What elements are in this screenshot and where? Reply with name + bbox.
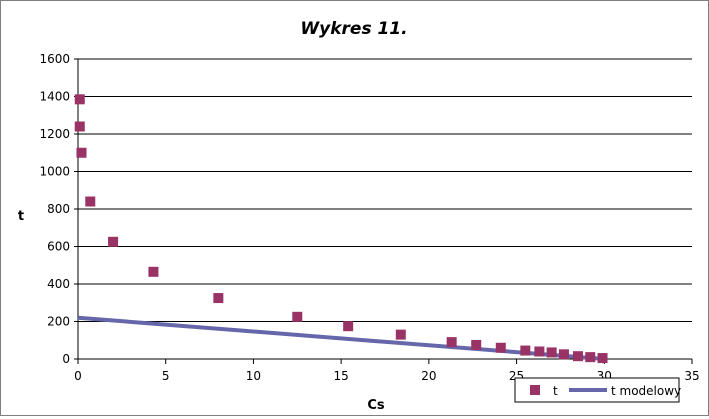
y-tick-label: 0 xyxy=(62,352,70,366)
x-tick-label: 5 xyxy=(162,369,170,383)
data-point-t xyxy=(585,352,596,363)
data-point-t xyxy=(471,339,482,350)
data-point-t xyxy=(148,266,159,277)
legend-label-t-modelowy: t modelowy xyxy=(611,384,681,398)
legend-label-t: t xyxy=(553,384,558,398)
data-point-t xyxy=(597,353,608,364)
data-point-t xyxy=(213,293,224,304)
y-tick-label: 1400 xyxy=(39,90,70,104)
y-tick-label: 600 xyxy=(47,240,70,254)
data-point-t xyxy=(76,147,87,158)
legend-marker-t xyxy=(530,385,540,395)
x-axis-label: Cs xyxy=(367,398,385,413)
x-tick-label: 20 xyxy=(421,369,436,383)
legend: t t modelowy xyxy=(514,377,681,403)
data-point-t xyxy=(74,94,85,105)
series-line-t-modelowy xyxy=(77,315,605,361)
data-point-t xyxy=(546,347,557,358)
x-tick-label: 35 xyxy=(684,369,699,383)
grid-lines xyxy=(74,58,692,360)
data-point-t xyxy=(292,311,303,322)
y-tick-label: 1000 xyxy=(39,165,70,179)
data-point-t xyxy=(572,351,583,362)
data-point-t xyxy=(85,196,96,207)
x-tick-label: 0 xyxy=(74,369,82,383)
x-tick-label: 10 xyxy=(246,369,261,383)
y-tick-labels: 0 200 400 600 800 1000 1200 1400 1600 xyxy=(39,52,70,366)
y-tick-label: 1200 xyxy=(39,127,70,141)
data-point-t xyxy=(74,121,85,132)
x-tick-labels: 0 5 10 15 20 25 30 35 xyxy=(74,369,699,383)
data-point-t xyxy=(395,329,406,340)
series-layer xyxy=(74,94,608,364)
data-point-t xyxy=(446,337,457,348)
data-point-t xyxy=(534,346,545,357)
y-tick-label: 200 xyxy=(47,315,70,329)
data-point-t xyxy=(558,349,569,360)
y-tick-label: 400 xyxy=(47,277,70,291)
chart-title: Wykres 11. xyxy=(300,19,407,39)
data-point-t xyxy=(520,345,531,356)
data-point-t xyxy=(343,321,354,332)
data-point-t xyxy=(495,342,506,353)
y-axis-label: t xyxy=(18,209,24,224)
x-tick-label: 15 xyxy=(334,369,349,383)
axes xyxy=(77,59,693,364)
y-tick-label: 800 xyxy=(47,202,70,216)
y-tick-label: 1600 xyxy=(39,52,70,66)
data-point-t xyxy=(108,236,119,247)
